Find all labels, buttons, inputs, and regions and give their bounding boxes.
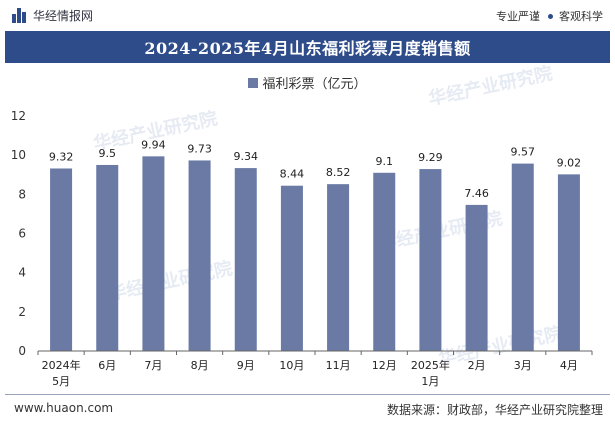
x-tick-label: 2月	[468, 359, 486, 372]
x-tick-label: 8月	[191, 359, 209, 372]
top-bar: 华经情报网 专业严谨 客观科学	[0, 0, 615, 30]
bar[interactable]	[96, 164, 119, 351]
x-tick-label: 10月	[279, 359, 304, 372]
data-label: 9.1	[376, 155, 394, 168]
data-label: 9.57	[511, 146, 536, 159]
brand-name: 华经情报网	[33, 9, 94, 23]
data-label: 8.44	[280, 168, 305, 181]
footer-divider	[5, 394, 610, 395]
x-axis: 2024年 5月 6月 7月 8月 9月 10月 11月 12月 2025年 1月 2月 3月 4月	[37, 350, 593, 388]
bar[interactable]	[234, 168, 257, 351]
data-labels: 9.32 9.5 9.94 9.73 9.34 8.44 8.52 9.1 9.29 7.46 9.…	[49, 138, 581, 200]
y-tick-label: 2	[18, 305, 26, 319]
data-label: 7.46	[464, 187, 489, 200]
data-label: 9.32	[49, 150, 74, 163]
legend-label: 福利彩票（亿元）	[262, 77, 367, 92]
x-tick-label: 2025年	[411, 358, 450, 372]
data-label: 9.02	[557, 156, 582, 169]
slogan-right: 客观科学	[559, 10, 603, 23]
legend-swatch	[248, 77, 259, 88]
footer-website[interactable]: www.huaon.com	[14, 401, 114, 415]
bar[interactable]	[280, 185, 303, 351]
bar-logo-icon	[12, 8, 26, 23]
x-tick-label: 2024年	[42, 358, 81, 372]
footer-source: 数据来源：财政部，华经产业研究院整理	[386, 403, 603, 417]
watermark-text: 华经产业研究院	[106, 257, 234, 305]
x-tick-label: 5月	[52, 375, 70, 388]
dot-icon	[548, 13, 553, 19]
bars	[50, 156, 580, 351]
x-tick-label: 7月	[144, 359, 162, 372]
data-label: 9.34	[234, 150, 259, 163]
slogan: 专业严谨 客观科学	[496, 8, 603, 24]
bar[interactable]	[142, 156, 165, 351]
bar[interactable]	[557, 174, 580, 351]
watermark-text: 华经产业研究院	[436, 322, 564, 370]
y-tick-label: 4	[18, 266, 26, 280]
bar[interactable]	[511, 163, 534, 351]
legend[interactable]: 福利彩票（亿元）	[0, 73, 615, 92]
y-tick-label: 0	[18, 344, 26, 358]
watermark-text: 华经产业研究院	[426, 62, 554, 110]
x-tick-label: 9月	[237, 359, 255, 372]
x-tick-label: 6月	[98, 359, 116, 372]
data-label: 9.73	[187, 142, 212, 155]
y-tick-label: 6	[18, 227, 26, 241]
title-banner: 2024-2025年4月山东福利彩票月度销售额	[5, 31, 610, 63]
bar[interactable]	[373, 172, 396, 351]
y-tick-label: 10	[11, 148, 26, 162]
bar[interactable]	[465, 204, 488, 351]
data-label: 9.94	[141, 138, 166, 151]
x-tick-label: 12月	[372, 359, 397, 372]
data-label: 9.5	[99, 147, 117, 160]
x-tick-label: 3月	[514, 359, 532, 372]
data-label: 9.29	[418, 151, 443, 164]
bar[interactable]	[419, 169, 442, 351]
bar[interactable]	[327, 184, 350, 351]
x-tick-label: 11月	[326, 359, 351, 372]
bar[interactable]	[188, 160, 211, 351]
chart-title: 2024-2025年4月山东福利彩票月度销售额	[144, 39, 471, 58]
slogan-left: 专业严谨	[496, 10, 540, 23]
x-tick-label: 4月	[560, 359, 578, 372]
data-label: 8.52	[326, 166, 351, 179]
y-axis: 0 2 4 6 8 10 12	[11, 109, 26, 358]
bar[interactable]	[50, 168, 73, 351]
y-tick-label: 12	[11, 109, 26, 123]
x-tick-label: 1月	[421, 375, 439, 388]
y-tick-label: 8	[18, 187, 26, 201]
brand[interactable]: 华经情报网	[12, 7, 93, 24]
